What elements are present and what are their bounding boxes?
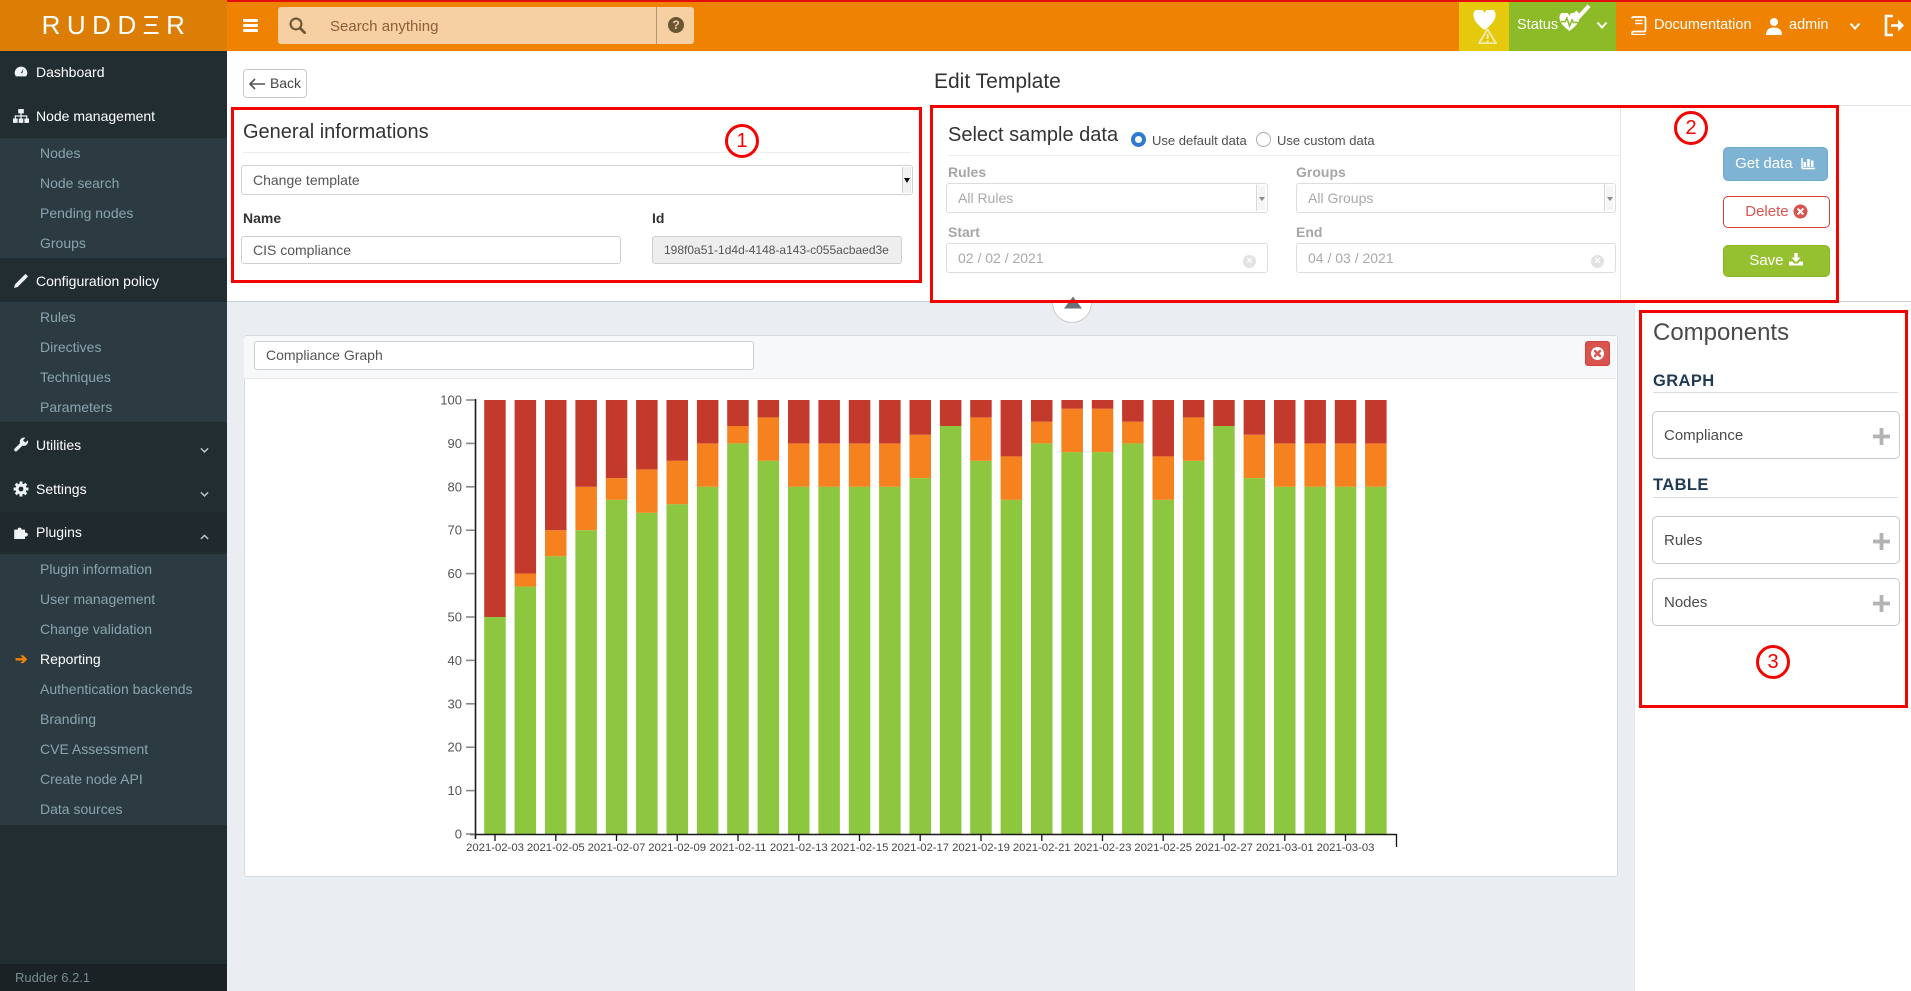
svg-text:80: 80 [448,479,462,494]
svg-text:2021-02-15: 2021-02-15 [831,842,889,854]
svg-text:2021-02-03: 2021-02-03 [466,842,524,854]
svg-text:0: 0 [455,827,462,842]
svg-text:10: 10 [448,783,462,798]
svg-text:2021-03-03: 2021-03-03 [1317,842,1375,854]
svg-text:2021-02-23: 2021-02-23 [1074,842,1132,854]
svg-text:2021-02-17: 2021-02-17 [891,842,949,854]
svg-text:2021-02-25: 2021-02-25 [1134,842,1192,854]
svg-text:2021-02-19: 2021-02-19 [952,842,1010,854]
svg-text:50: 50 [448,610,462,625]
svg-text:90: 90 [448,436,462,451]
svg-text:2021-02-05: 2021-02-05 [527,842,585,854]
svg-text:2021-02-07: 2021-02-07 [588,842,646,854]
svg-text:2021-03-01: 2021-03-01 [1256,842,1314,854]
svg-text:100: 100 [440,393,462,408]
svg-text:2021-02-13: 2021-02-13 [770,842,828,854]
svg-text:2021-02-11: 2021-02-11 [710,842,767,854]
svg-text:2021-02-09: 2021-02-09 [648,842,706,854]
svg-text:2021-02-21: 2021-02-21 [1013,842,1071,854]
svg-text:20: 20 [448,740,462,755]
svg-text:30: 30 [448,696,462,711]
svg-text:60: 60 [448,566,462,581]
svg-text:70: 70 [448,523,462,538]
svg-text:40: 40 [448,653,462,668]
svg-text:2021-02-27: 2021-02-27 [1195,842,1253,854]
